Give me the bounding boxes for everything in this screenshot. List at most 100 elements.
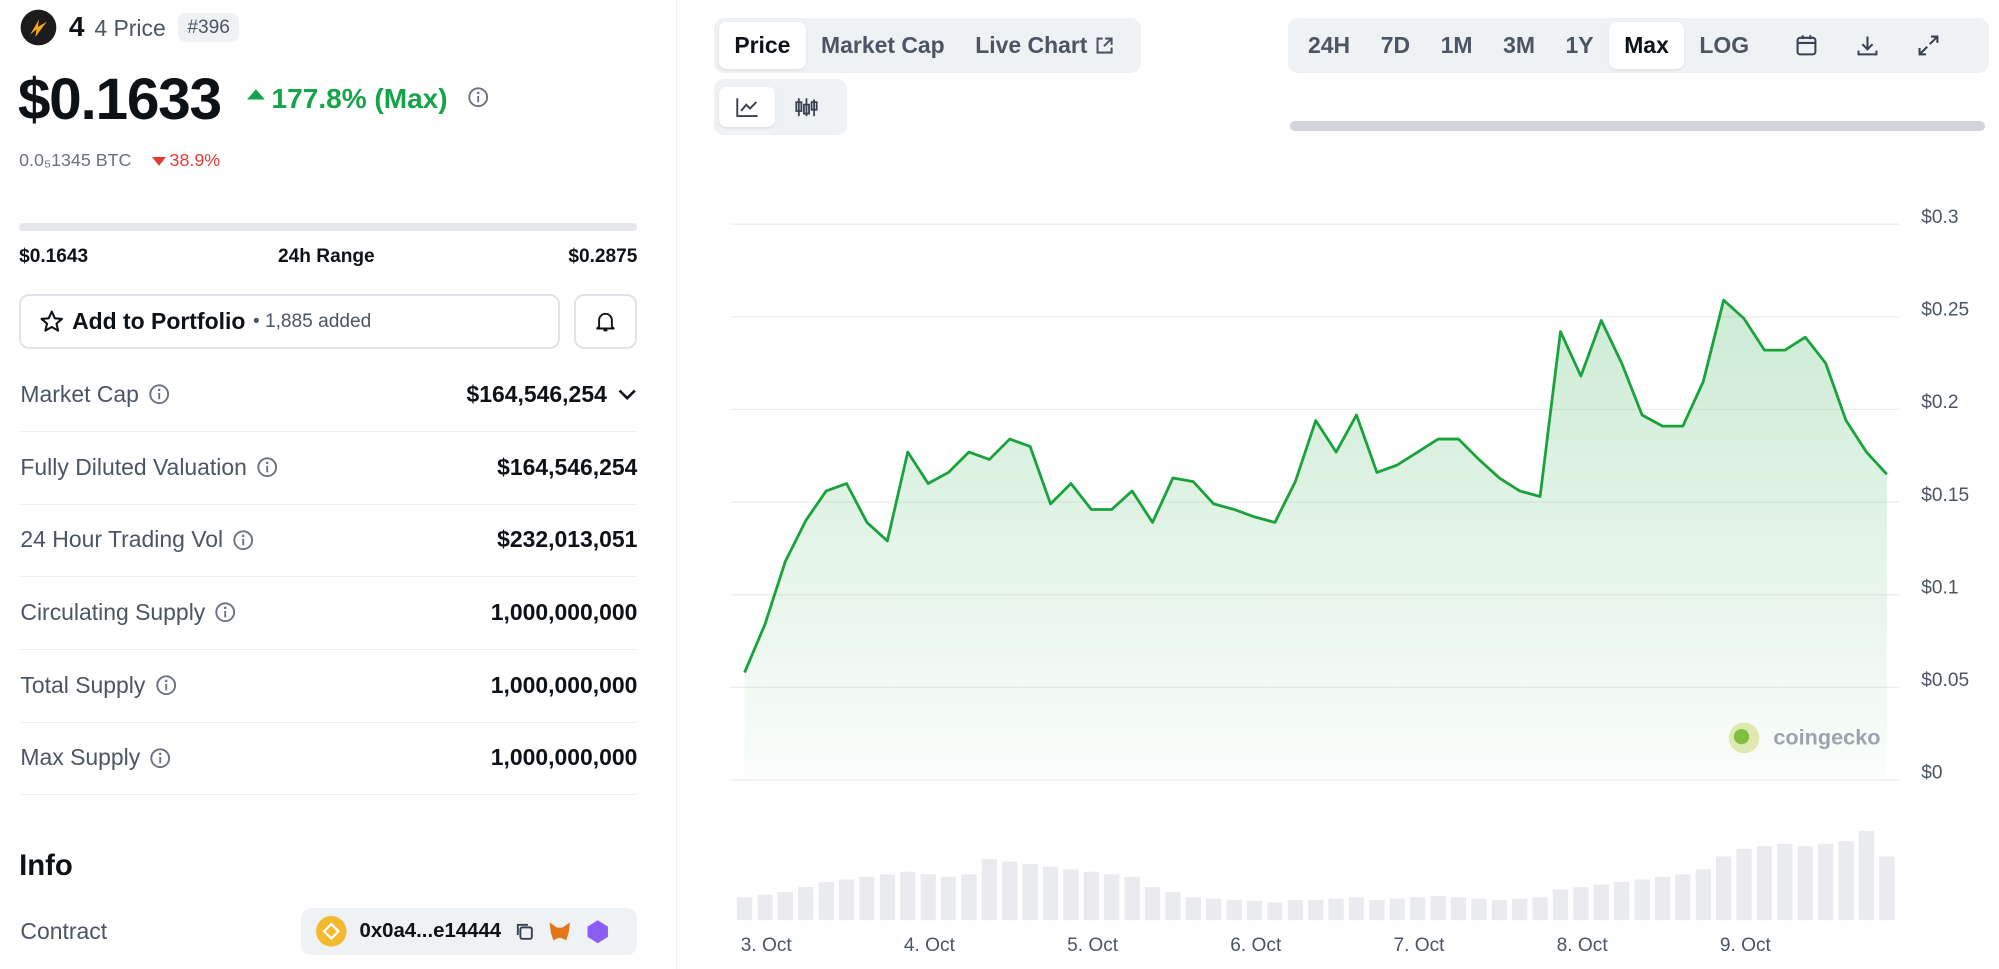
coin-logo	[21, 9, 57, 46]
copy-icon[interactable]	[514, 921, 534, 941]
range-text: 1M	[1440, 31, 1473, 58]
info-icon[interactable]	[149, 384, 170, 405]
volume-bar	[1695, 869, 1711, 921]
scrollbar[interactable]	[1290, 121, 1985, 132]
volume-bar	[1797, 846, 1813, 921]
range-text: 7D	[1380, 31, 1411, 58]
download-button[interactable]	[1841, 24, 1895, 67]
stat-label: Max Supply	[20, 744, 141, 771]
alert-button[interactable]	[573, 294, 638, 350]
volume-bar	[818, 882, 834, 921]
range-bar	[19, 223, 638, 231]
x-tick-label: 9. Oct	[1720, 935, 1772, 956]
volume-bar	[1022, 864, 1038, 921]
stat-value: $164,546,254	[466, 381, 607, 408]
range-button[interactable]: 1Y	[1550, 22, 1609, 69]
stat-value-wrap: 1,000,000,000	[491, 599, 638, 626]
candle-icon	[795, 98, 819, 116]
volume-bar	[1409, 897, 1426, 921]
volume-bar	[1634, 879, 1650, 921]
info-icon[interactable]	[257, 457, 278, 478]
info-icon[interactable]	[233, 530, 254, 550]
contract-address: 0x0a4...e14444	[359, 919, 502, 942]
info-icon[interactable]	[215, 602, 236, 623]
volume-bar	[1736, 849, 1752, 921]
stat-value: 1,000,000,000	[490, 744, 638, 771]
y-tick-label: $0.1	[1921, 578, 1958, 599]
contract-label: Contract	[20, 917, 108, 944]
wallet-icon[interactable]	[585, 919, 610, 944]
stat-label-wrap: Total Supply	[20, 672, 176, 699]
volume-bar	[1675, 874, 1691, 921]
info-title: Info	[19, 849, 73, 883]
tab-market-cap[interactable]: Market Cap	[806, 22, 960, 69]
portfolio-count: • 1,885 added	[252, 310, 372, 332]
down-arrow	[151, 156, 166, 166]
stat-label-wrap: Market Cap	[20, 381, 170, 408]
range-button[interactable]: 3M	[1488, 22, 1550, 69]
contract-pill[interactable]: 0x0a4...e14444	[300, 907, 638, 955]
volume-bar	[757, 894, 773, 921]
line-type[interactable]	[719, 86, 776, 128]
stat-row: Fully Diluted Valuation $164,546,254	[20, 431, 638, 505]
volume-bar	[1226, 900, 1242, 921]
volume-bar	[879, 874, 895, 921]
range-button[interactable]: 1M	[1425, 22, 1487, 69]
range-text: 1Y	[1565, 31, 1594, 58]
stat-value: $232,013,051	[497, 526, 638, 553]
price-line	[743, 298, 1888, 674]
calendar-button[interactable]	[1780, 24, 1834, 67]
x-tick-label: 4. Oct	[904, 935, 956, 956]
info-icon[interactable]	[468, 87, 488, 107]
chart-tabs: Price Market Cap Live Chart	[713, 17, 1141, 73]
external-icon	[1096, 37, 1113, 54]
stat-row: Max Supply 1,000,000,000	[20, 722, 638, 796]
range-text: Max	[1624, 31, 1669, 58]
candle-type[interactable]	[780, 87, 834, 128]
x-tick-label: 8. Oct	[1557, 935, 1609, 956]
stat-label-wrap: Max Supply	[20, 744, 171, 771]
stat-row: Circulating Supply 1,000,000,000	[20, 576, 638, 650]
stat-label-wrap: Fully Diluted Valuation	[20, 453, 278, 481]
volume-bar	[1573, 887, 1589, 921]
volume-bar	[1593, 884, 1609, 921]
info-icon[interactable]	[155, 675, 176, 696]
y-tick-label: $0.15	[1921, 485, 1969, 506]
range-text: 3M	[1503, 31, 1535, 58]
price-chart: coingecko $0 $0.05 $0.1 $0.15 $0.2 $0.25 $0.3 3…	[730, 207, 1969, 956]
price: $0.1633	[17, 67, 222, 133]
stat-row: Market Cap $164,546,254	[20, 358, 638, 432]
volume-bar	[1246, 901, 1263, 921]
tab-live-chart[interactable]: Live Chart	[960, 22, 1130, 69]
stat-value-wrap: 1,000,000,000	[491, 672, 638, 699]
volume-bar	[1858, 831, 1875, 921]
chevron-icon[interactable]	[617, 388, 637, 401]
range-button[interactable]: 7D	[1365, 22, 1425, 69]
volume-bar	[1613, 882, 1630, 921]
download-icon	[1857, 36, 1878, 56]
stat-label: Market Cap	[20, 381, 139, 408]
volume-bar	[940, 877, 957, 921]
stat-value: $164,546,254	[497, 453, 638, 480]
stat-label: Fully Diluted Valuation	[20, 453, 247, 480]
range-button[interactable]: LOG	[1684, 22, 1764, 69]
stat-value-wrap: $164,546,254	[467, 381, 638, 408]
range-tabs: 24H 7D 1M 3M 1Y Max LOG	[1287, 17, 1989, 73]
volume-bar	[961, 874, 977, 921]
info-icon[interactable]	[150, 748, 171, 768]
volume-bar	[1308, 900, 1324, 921]
fullscreen-button[interactable]	[1902, 24, 1956, 67]
volume-bar	[1552, 889, 1569, 921]
x-tick-label: 6. Oct	[1230, 935, 1282, 956]
range-button[interactable]: Max	[1608, 21, 1685, 69]
stat-label: Circulating Supply	[20, 599, 206, 626]
range-high: $0.2875	[568, 246, 638, 268]
volume-bar	[1777, 843, 1793, 921]
stat-value-wrap: $232,013,051	[497, 526, 637, 553]
stat-value: 1,000,000,000	[490, 599, 638, 626]
tab-price[interactable]: Price	[719, 21, 806, 69]
metamask-icon[interactable]	[547, 920, 572, 943]
range-button[interactable]: 24H	[1293, 22, 1366, 69]
portfolio-button[interactable]: Add to Portfolio • 1,885 added	[19, 294, 560, 350]
